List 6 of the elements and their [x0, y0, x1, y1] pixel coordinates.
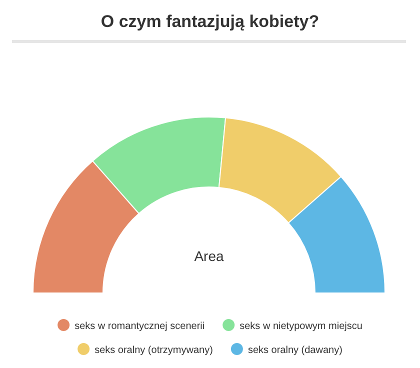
legend-label: seks w romantycznej scenerii [74, 321, 205, 332]
legend-label: seks oralny (dawany) [248, 345, 342, 356]
chart-title: O czym fantazjują kobiety? [100, 12, 320, 31]
legend-label: seks oralny (otrzymywany) [94, 345, 213, 356]
text: Area [194, 248, 224, 264]
legend-label: seks w nietypowym miejscu [240, 321, 362, 332]
